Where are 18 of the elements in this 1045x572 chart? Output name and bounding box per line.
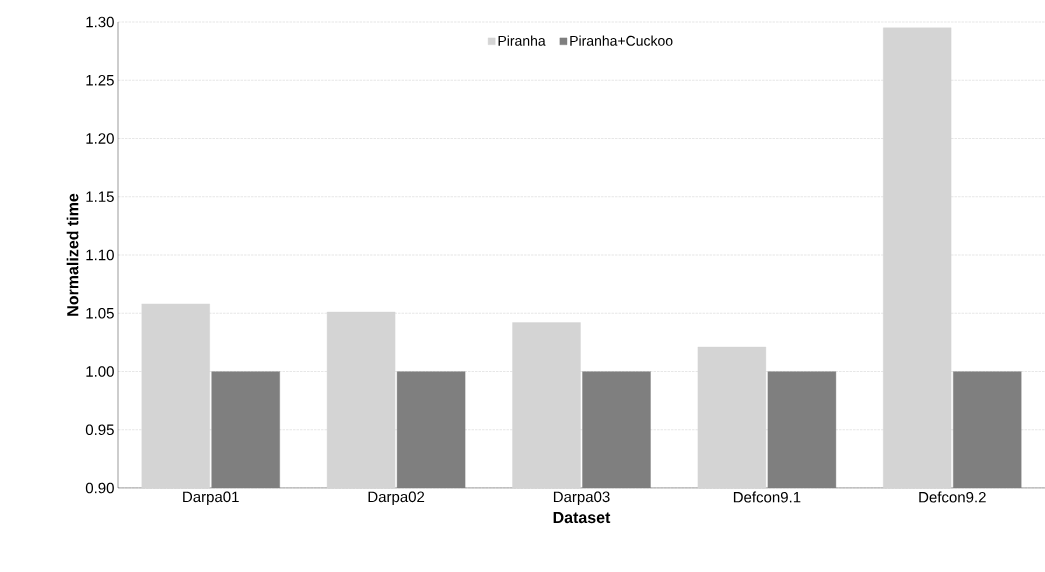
- x-tick-label: Defcon9.2: [919, 491, 986, 503]
- y-tick-label: 1.15: [86, 191, 114, 202]
- x-tick-label: Darpa02: [368, 491, 425, 506]
- legend-label: Piranha+Cuckoo: [570, 35, 673, 46]
- x-tick-label: Darpa01: [183, 491, 239, 506]
- y-tick-label: 1.05: [86, 307, 114, 319]
- y-tick-label: 1.30: [86, 16, 114, 28]
- y-tick-label: 0.95: [85, 424, 114, 436]
- y-tick-label: 1.25: [86, 74, 114, 86]
- y-tick-label: 1.20: [86, 133, 114, 144]
- legend-label: Piranha: [498, 35, 546, 46]
- y-tick-label: 1.00: [86, 366, 114, 377]
- x-tick-label: Darpa03: [553, 491, 610, 506]
- x-tick-label: Defcon9.1: [733, 491, 801, 503]
- y-axis-title: Normalized time: [66, 193, 79, 316]
- y-tick-label: 1.10: [86, 249, 114, 261]
- x-axis-title: Dataset: [553, 511, 611, 524]
- y-tick-label: 0.90: [85, 482, 114, 494]
